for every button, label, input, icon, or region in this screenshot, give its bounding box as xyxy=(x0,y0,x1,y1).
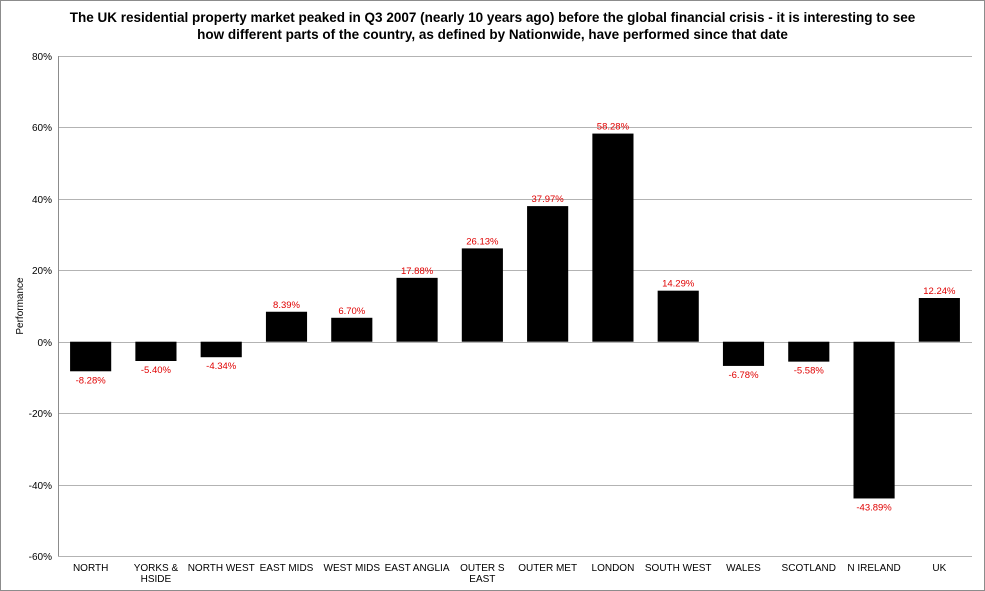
y-tick-label: 80% xyxy=(32,52,52,63)
bar xyxy=(592,133,634,342)
y-tick-label: 20% xyxy=(32,266,52,277)
x-tick-label: NORTH xyxy=(73,563,108,574)
bar xyxy=(461,248,503,342)
data-label: -5.58% xyxy=(794,366,825,377)
x-tick-label: LONDON xyxy=(592,563,635,574)
x-tick-label: NORTH WEST xyxy=(188,563,255,574)
y-axis-label: Performance xyxy=(15,277,26,335)
x-tick-label: OUTER S xyxy=(460,563,505,574)
bar xyxy=(918,298,960,342)
bar xyxy=(396,277,438,342)
data-label: 37.97% xyxy=(532,194,565,205)
bar xyxy=(265,311,308,342)
data-label: 14.29% xyxy=(662,279,695,290)
bar xyxy=(527,206,569,342)
data-labels: -8.28% -5.40% -4.34% 8.39% 6.70% 17.88% 26.13%… xyxy=(76,122,956,514)
y-tick-label: 40% xyxy=(32,195,52,206)
x-tick-label: N IRELAND xyxy=(847,563,900,574)
bar xyxy=(200,341,242,358)
data-label: -6.78% xyxy=(728,370,759,381)
bars xyxy=(70,133,960,499)
data-label: 26.13% xyxy=(466,236,499,247)
data-label: -5.40% xyxy=(141,365,172,376)
x-tick-label: EAST ANGLIA xyxy=(385,563,450,574)
x-tick-label: WALES xyxy=(726,563,761,574)
data-label: 6.70% xyxy=(338,306,365,317)
y-tick-label: 60% xyxy=(32,123,52,134)
x-tick-label: SCOTLAND xyxy=(782,563,836,574)
data-label: 8.39% xyxy=(273,300,300,311)
x-tick-label: YORKS & xyxy=(134,563,179,574)
bar xyxy=(135,341,177,361)
data-label: 58.28% xyxy=(597,122,630,133)
bar xyxy=(722,341,765,366)
bar xyxy=(331,317,373,342)
x-tick-label: HSIDE xyxy=(141,574,172,585)
x-tick-label: OUTER MET xyxy=(518,563,577,574)
data-label: -8.28% xyxy=(76,375,107,386)
chart-title: The UK residential property market peake… xyxy=(69,10,916,42)
x-tick-label: EAST MIDS xyxy=(260,563,314,574)
data-label: 17.88% xyxy=(401,266,434,277)
x-tick-label: EAST xyxy=(469,574,495,585)
y-tick-label: -60% xyxy=(29,552,52,563)
data-label: -43.89% xyxy=(856,502,892,513)
bar xyxy=(657,290,699,342)
y-tick-label: 0% xyxy=(38,338,53,349)
bar xyxy=(70,341,112,372)
y-tick-label: -40% xyxy=(29,481,52,492)
bar xyxy=(788,341,830,362)
x-tick-label: UK xyxy=(932,563,946,574)
bar xyxy=(853,341,895,499)
data-label: 12.24% xyxy=(923,286,956,297)
data-label: -4.34% xyxy=(206,361,237,372)
x-axis-ticks: NORTH YORKS &HSIDE NORTH WEST EAST MIDS WEST… xyxy=(73,563,947,585)
y-axis-ticks: -60% -40% -20% 0% 20% 40% 60% 80% xyxy=(29,52,52,563)
y-tick-label: -20% xyxy=(29,409,52,420)
x-tick-label: WEST MIDS xyxy=(324,563,381,574)
x-tick-label: SOUTH WEST xyxy=(645,563,712,574)
gridlines xyxy=(58,56,972,557)
